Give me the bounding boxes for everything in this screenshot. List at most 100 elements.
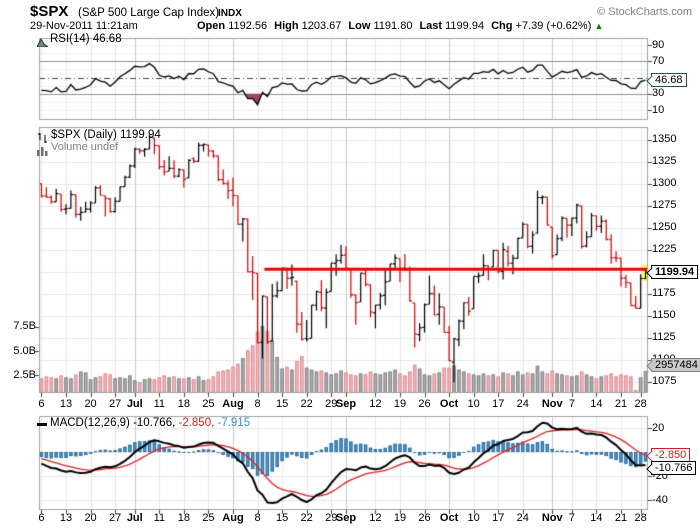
macd-value-box: -10.766 xyxy=(651,461,697,475)
date-label: 7 xyxy=(568,398,575,410)
date-label: 24 xyxy=(516,512,529,524)
date-label: 20 xyxy=(84,512,97,524)
price-tick-label: 1325 xyxy=(652,155,677,168)
date-label: 18 xyxy=(177,398,190,410)
date-label: 22 xyxy=(300,398,313,410)
date-label: 26 xyxy=(418,398,431,410)
date-label: 8 xyxy=(254,512,261,524)
high-label: High xyxy=(274,20,299,32)
date-label: 14 xyxy=(590,512,603,524)
last-value: 1199.94 xyxy=(445,20,485,32)
chg-label: Chg xyxy=(491,20,513,32)
exchange-label: INDX xyxy=(218,8,242,19)
date-label: Oct xyxy=(439,398,459,410)
copyright-label: © StockCharts.com xyxy=(597,6,692,18)
date-label: 13 xyxy=(59,398,73,410)
date-label: 7 xyxy=(568,512,575,524)
date-label: 25 xyxy=(202,512,215,524)
rsi-value-box: 46.68 xyxy=(651,73,687,87)
open-label: Open xyxy=(197,20,226,32)
macd-line-icon xyxy=(37,423,47,426)
date-label: 14 xyxy=(590,398,603,410)
date-label: 27 xyxy=(109,398,122,410)
date-label: 25 xyxy=(202,398,215,410)
date-label: 11 xyxy=(153,512,166,524)
date-label: 8 xyxy=(254,398,261,410)
date-label: Jul xyxy=(126,512,143,524)
price-tick-label: 1175 xyxy=(652,287,676,300)
date-label: 21 xyxy=(614,512,628,524)
volume-legend: Volume undef xyxy=(51,141,119,153)
date-label: Nov xyxy=(541,512,563,524)
macd-legend-hist: -7.915 xyxy=(214,417,251,429)
macd-legend-line: MACD(12,26,9) -10.766, xyxy=(50,417,176,429)
date-label: 19 xyxy=(393,398,407,410)
date-label: 13 xyxy=(59,512,73,524)
date-label: 17 xyxy=(492,512,505,524)
volume-value-box: 2957484 xyxy=(651,358,700,372)
date-label: Aug xyxy=(222,512,244,524)
date-label: 29 xyxy=(325,398,338,410)
high-value: 1203.67 xyxy=(301,20,342,32)
volume-icon xyxy=(37,143,48,156)
price-tick-label: 1275 xyxy=(652,199,677,212)
date-label: 28 xyxy=(634,398,647,410)
date-label: Sep xyxy=(335,512,357,524)
macd-tick-label: -40 xyxy=(652,493,668,506)
date-label: 28 xyxy=(634,512,647,524)
macd-tick-label: 20 xyxy=(652,421,665,434)
date-label: 10 xyxy=(467,398,480,410)
date-label: 6 xyxy=(38,512,45,524)
low-value: 1191.80 xyxy=(373,20,413,32)
volume-tick-label: 5.0B xyxy=(13,344,36,357)
rsi-indicator-icon xyxy=(36,34,50,48)
rsi-tick-label: 10 xyxy=(652,103,665,116)
date-label: 20 xyxy=(84,398,97,410)
date-label: 29 xyxy=(325,512,338,524)
up-arrow-icon: ▲ xyxy=(594,21,604,31)
price-tick-label: 1250 xyxy=(652,221,677,234)
macd-signal-box: -2.850 xyxy=(651,448,691,462)
date-label: Aug xyxy=(222,398,244,410)
open-value: 1192.56 xyxy=(228,20,268,32)
quote-line: Open 1192.56 High 1203.67 Low 1191.80 Last … xyxy=(190,20,603,32)
date-label: Oct xyxy=(439,512,459,524)
date-label: 15 xyxy=(275,512,289,524)
date-label: 12 xyxy=(369,512,382,524)
date-label: 18 xyxy=(177,512,190,524)
macd-legend-signal: -2.850, xyxy=(175,417,215,429)
date-label: 12 xyxy=(369,398,382,410)
rsi-tick-label: 30 xyxy=(652,87,665,100)
rsi-legend: RSI(14) 46.68 xyxy=(50,33,122,45)
last-price-box: 1199.94 xyxy=(651,265,699,279)
date-label: Nov xyxy=(541,398,563,410)
chart-datetime: 29-Nov-2011 11:21am xyxy=(30,20,138,32)
date-label: 24 xyxy=(516,398,529,410)
date-label: 11 xyxy=(153,398,166,410)
price-tick-label: 1300 xyxy=(652,177,677,190)
last-label: Last xyxy=(419,20,443,32)
price-legend: $SPX (Daily) 1199.94 xyxy=(51,129,161,141)
price-tick-label: 1225 xyxy=(652,243,677,256)
low-label: Low xyxy=(348,20,371,32)
symbol-title: $SPX xyxy=(30,3,69,20)
date-label: Jul xyxy=(126,398,143,410)
date-label: 19 xyxy=(393,512,407,524)
date-label: 6 xyxy=(38,398,45,410)
date-label: 10 xyxy=(467,512,480,524)
date-label: 27 xyxy=(109,512,122,524)
date-label: 22 xyxy=(300,512,313,524)
rsi-tick-label: 90 xyxy=(652,38,665,51)
date-label: 21 xyxy=(614,398,628,410)
volume-tick-label: 7.5B xyxy=(13,320,36,333)
volume-tick-label: 2.5B xyxy=(13,368,36,381)
price-tick-label: 1150 xyxy=(652,309,676,322)
price-tick-label: 1350 xyxy=(652,133,677,146)
date-label: 26 xyxy=(418,512,431,524)
price-bars-icon xyxy=(37,130,48,143)
macd-legend: MACD(12,26,9) -10.766, -2.850, -7.915 xyxy=(50,417,250,429)
chg-value: +7.39 (+0.62%) xyxy=(515,20,592,32)
rsi-tick-label: 70 xyxy=(652,54,665,67)
